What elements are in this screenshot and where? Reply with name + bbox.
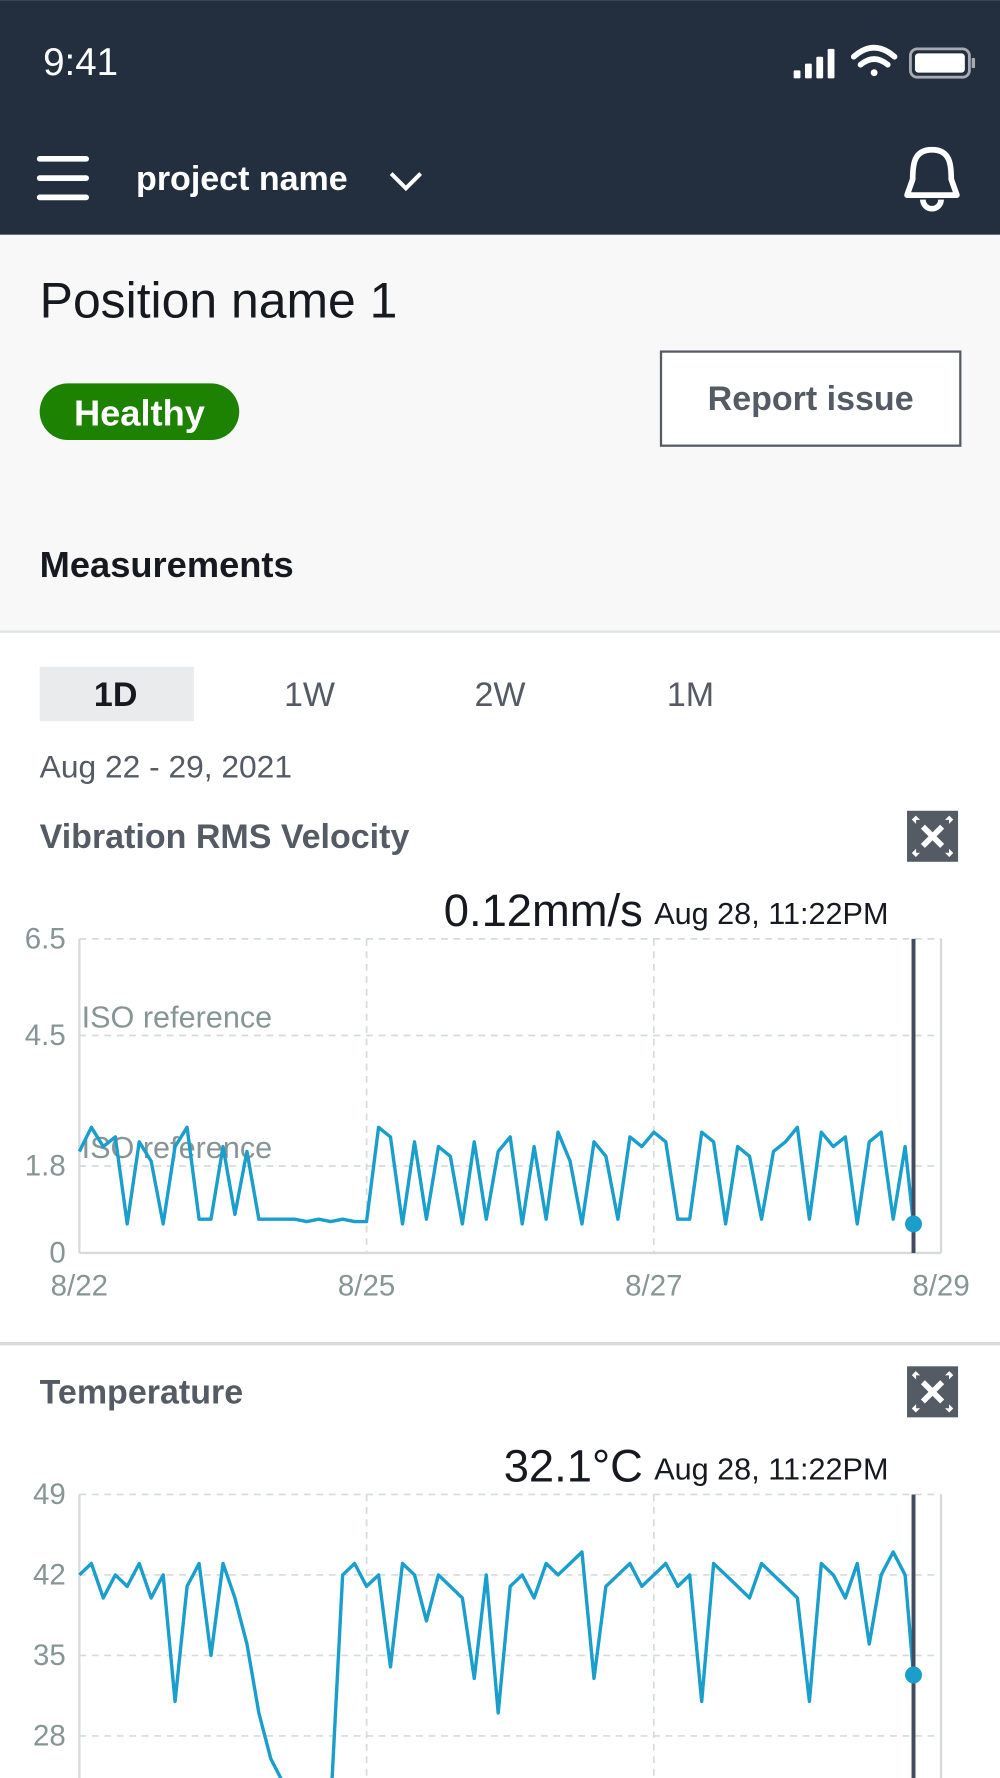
battery-icon: [909, 47, 976, 79]
notifications-button[interactable]: [904, 146, 960, 212]
signal-icon: [793, 48, 835, 79]
expand-button[interactable]: [907, 810, 959, 862]
readout-value: 32.1°C: [504, 1441, 643, 1492]
expand-icon[interactable]: [916, 1375, 949, 1409]
section-title: Measurements: [40, 544, 294, 585]
app-bar: [0, 0, 1000, 235]
x-tick-label: 8/22: [51, 1269, 108, 1302]
chart-title: Vibration RMS Velocity: [40, 818, 410, 856]
y-tick-label: 4.5: [25, 1019, 66, 1052]
page-title: Position name 1: [40, 273, 398, 329]
y-tick-label: 35: [33, 1639, 66, 1672]
range-tab[interactable]: 2W: [474, 676, 525, 714]
readout-time: Aug 28, 11:22PM: [654, 897, 888, 931]
expand-button[interactable]: [907, 1366, 959, 1418]
date-range: Aug 22 - 29, 2021: [40, 749, 292, 785]
range-tab[interactable]: 1M: [667, 676, 714, 714]
range-tab[interactable]: 1W: [284, 676, 335, 714]
report-button[interactable]: [659, 350, 962, 447]
chevron-icon[interactable]: [389, 172, 423, 192]
menu-button[interactable]: [36, 156, 90, 201]
y-tick-label: 6.5: [25, 922, 66, 955]
reference-label: ISO reference: [82, 1000, 273, 1034]
y-tick-label: 0: [49, 1236, 65, 1269]
data-line: [78, 1550, 916, 1778]
status-badge: [39, 383, 240, 441]
x-tick-label: 8/27: [625, 1269, 682, 1302]
tab-selected-bg: [39, 666, 194, 722]
reference-label: ISO reference: [82, 1131, 273, 1165]
y-tick-label: 1.8: [25, 1149, 66, 1182]
y-tick-label: 49: [33, 1478, 66, 1511]
y-tick-label: 42: [33, 1558, 66, 1591]
status-time: 9:41: [43, 41, 118, 84]
status-label: Healthy: [74, 392, 205, 433]
range-tab[interactable]: 1D: [94, 676, 137, 714]
report-button-label[interactable]: Report issue: [708, 380, 914, 418]
expand-icon[interactable]: [916, 819, 949, 853]
x-tick-label: 8/25: [338, 1269, 395, 1302]
cursor-point: [905, 1666, 923, 1684]
readout-time: Aug 28, 11:22PM: [654, 1452, 888, 1486]
chart-title: Temperature: [40, 1373, 243, 1411]
readout-value: 0.12mm/s: [444, 885, 643, 936]
data-line: [77, 1125, 916, 1226]
project-selector[interactable]: project name: [136, 160, 348, 198]
cursor-point: [905, 1215, 923, 1233]
wifi-icon: [850, 44, 898, 77]
x-tick-label: 8/29: [912, 1269, 969, 1302]
y-tick-label: 28: [33, 1719, 66, 1752]
